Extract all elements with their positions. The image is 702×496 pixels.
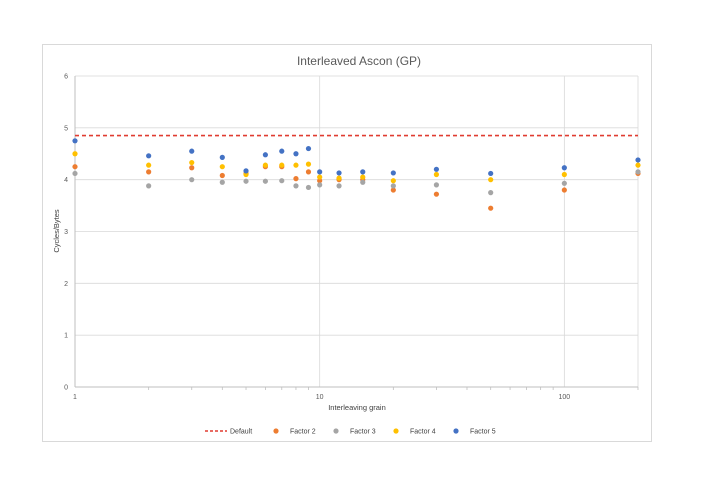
factor-5-point xyxy=(72,138,78,144)
factor-4-point xyxy=(279,162,285,168)
legend-label-factor-2: Factor 2 xyxy=(290,429,316,436)
factor-5-point xyxy=(219,154,225,160)
factor-5-point xyxy=(262,152,268,158)
factor-3-point xyxy=(262,178,268,184)
legend-label-default: Default xyxy=(230,429,252,436)
factor-4-point xyxy=(262,162,268,168)
factor-2-point xyxy=(317,178,323,184)
legend-marker-factor-2 xyxy=(273,428,279,434)
legend-marker-factor-3 xyxy=(333,428,339,434)
factor-5-point xyxy=(279,148,285,154)
factor-2-point xyxy=(72,164,78,170)
x-tick-label: 100 xyxy=(559,394,571,401)
legend-label-factor-5: Factor 5 xyxy=(470,429,496,436)
y-tick-label: 6 xyxy=(64,74,68,81)
y-tick-label: 0 xyxy=(64,385,68,392)
factor-4-point xyxy=(433,171,440,178)
factor-3-point xyxy=(293,183,299,189)
factor-3-point xyxy=(488,190,494,196)
factor-4-point xyxy=(219,164,225,170)
y-tick-label: 4 xyxy=(64,177,68,184)
factor-5-point xyxy=(293,151,299,157)
factor-4-point xyxy=(146,162,152,168)
chart-title: Interleaved Ascon (GP) xyxy=(297,54,421,68)
factor-4-point xyxy=(72,151,78,157)
factor-5-point xyxy=(243,168,249,174)
factor-4-point xyxy=(360,174,366,180)
factor-3-point xyxy=(279,178,285,184)
legend: Default Factor 2 Factor 3 Factor 4 Factor 5 xyxy=(205,428,496,436)
factor-3-point xyxy=(219,179,225,185)
factor-2-point xyxy=(561,187,567,193)
factor-3-point xyxy=(189,177,195,183)
factor-4-point xyxy=(488,177,494,183)
legend-label-factor-4: Factor 4 xyxy=(410,429,436,436)
factor-4-point xyxy=(293,162,299,168)
factor-3-point xyxy=(635,169,641,175)
factor-4-point xyxy=(635,162,641,168)
factor-5-point xyxy=(390,170,396,176)
factor-4-point xyxy=(561,171,567,178)
factor-4-point xyxy=(317,174,323,180)
factor-3-point xyxy=(433,182,440,188)
factor-5-point xyxy=(360,169,366,175)
factor-5-point xyxy=(317,169,323,175)
factor-3-point xyxy=(305,184,312,191)
factor-3-point xyxy=(561,180,567,186)
factor-5-point xyxy=(146,153,152,159)
factor-4-point xyxy=(243,171,249,178)
factor-5-point xyxy=(189,148,195,154)
factor-3-point xyxy=(243,178,249,184)
y-tick-label: 5 xyxy=(64,125,68,132)
factor-5-point xyxy=(635,157,641,163)
factor-2-point xyxy=(293,176,299,182)
factor-2-point xyxy=(219,172,225,179)
factor-2-point xyxy=(433,191,440,197)
data-points xyxy=(72,134,641,211)
factor-2-point xyxy=(488,205,494,211)
y-axis-title: Cycles/Bytes xyxy=(52,209,61,253)
chart-frame xyxy=(42,44,652,442)
factor-2-point xyxy=(189,165,195,171)
factor-5-point xyxy=(433,166,440,172)
factor-3-point xyxy=(146,183,152,189)
factor-2-point xyxy=(390,187,396,193)
factor-3-point xyxy=(360,179,366,185)
x-tick-label: 1 xyxy=(73,394,77,401)
factor-3-point xyxy=(72,170,78,177)
factor-4-point xyxy=(336,175,342,181)
factor-5-point xyxy=(488,170,494,177)
legend-marker-factor-5 xyxy=(453,428,459,434)
grid-lines xyxy=(75,75,639,387)
factor-4-point xyxy=(305,161,312,167)
legend-marker-factor-4 xyxy=(393,428,399,434)
y-tick-label: 3 xyxy=(64,229,68,236)
y-tick-label: 2 xyxy=(64,281,68,288)
factor-3-point xyxy=(390,183,396,189)
factor-3-point xyxy=(317,182,323,188)
x-axis-title: Interleaving grain xyxy=(328,403,386,412)
factor-4-point xyxy=(390,178,396,184)
factor-2-point xyxy=(146,169,152,175)
y-tick-label: 1 xyxy=(64,333,68,340)
factor-4-point xyxy=(189,159,195,166)
factor-5-point xyxy=(305,145,312,152)
factor-2-point xyxy=(305,169,312,175)
factor-5-point xyxy=(336,170,342,176)
factor-3-point xyxy=(336,183,342,189)
factor-5-point xyxy=(561,165,567,171)
x-tick-label: 10 xyxy=(316,394,324,401)
legend-label-factor-3: Factor 3 xyxy=(350,429,376,436)
